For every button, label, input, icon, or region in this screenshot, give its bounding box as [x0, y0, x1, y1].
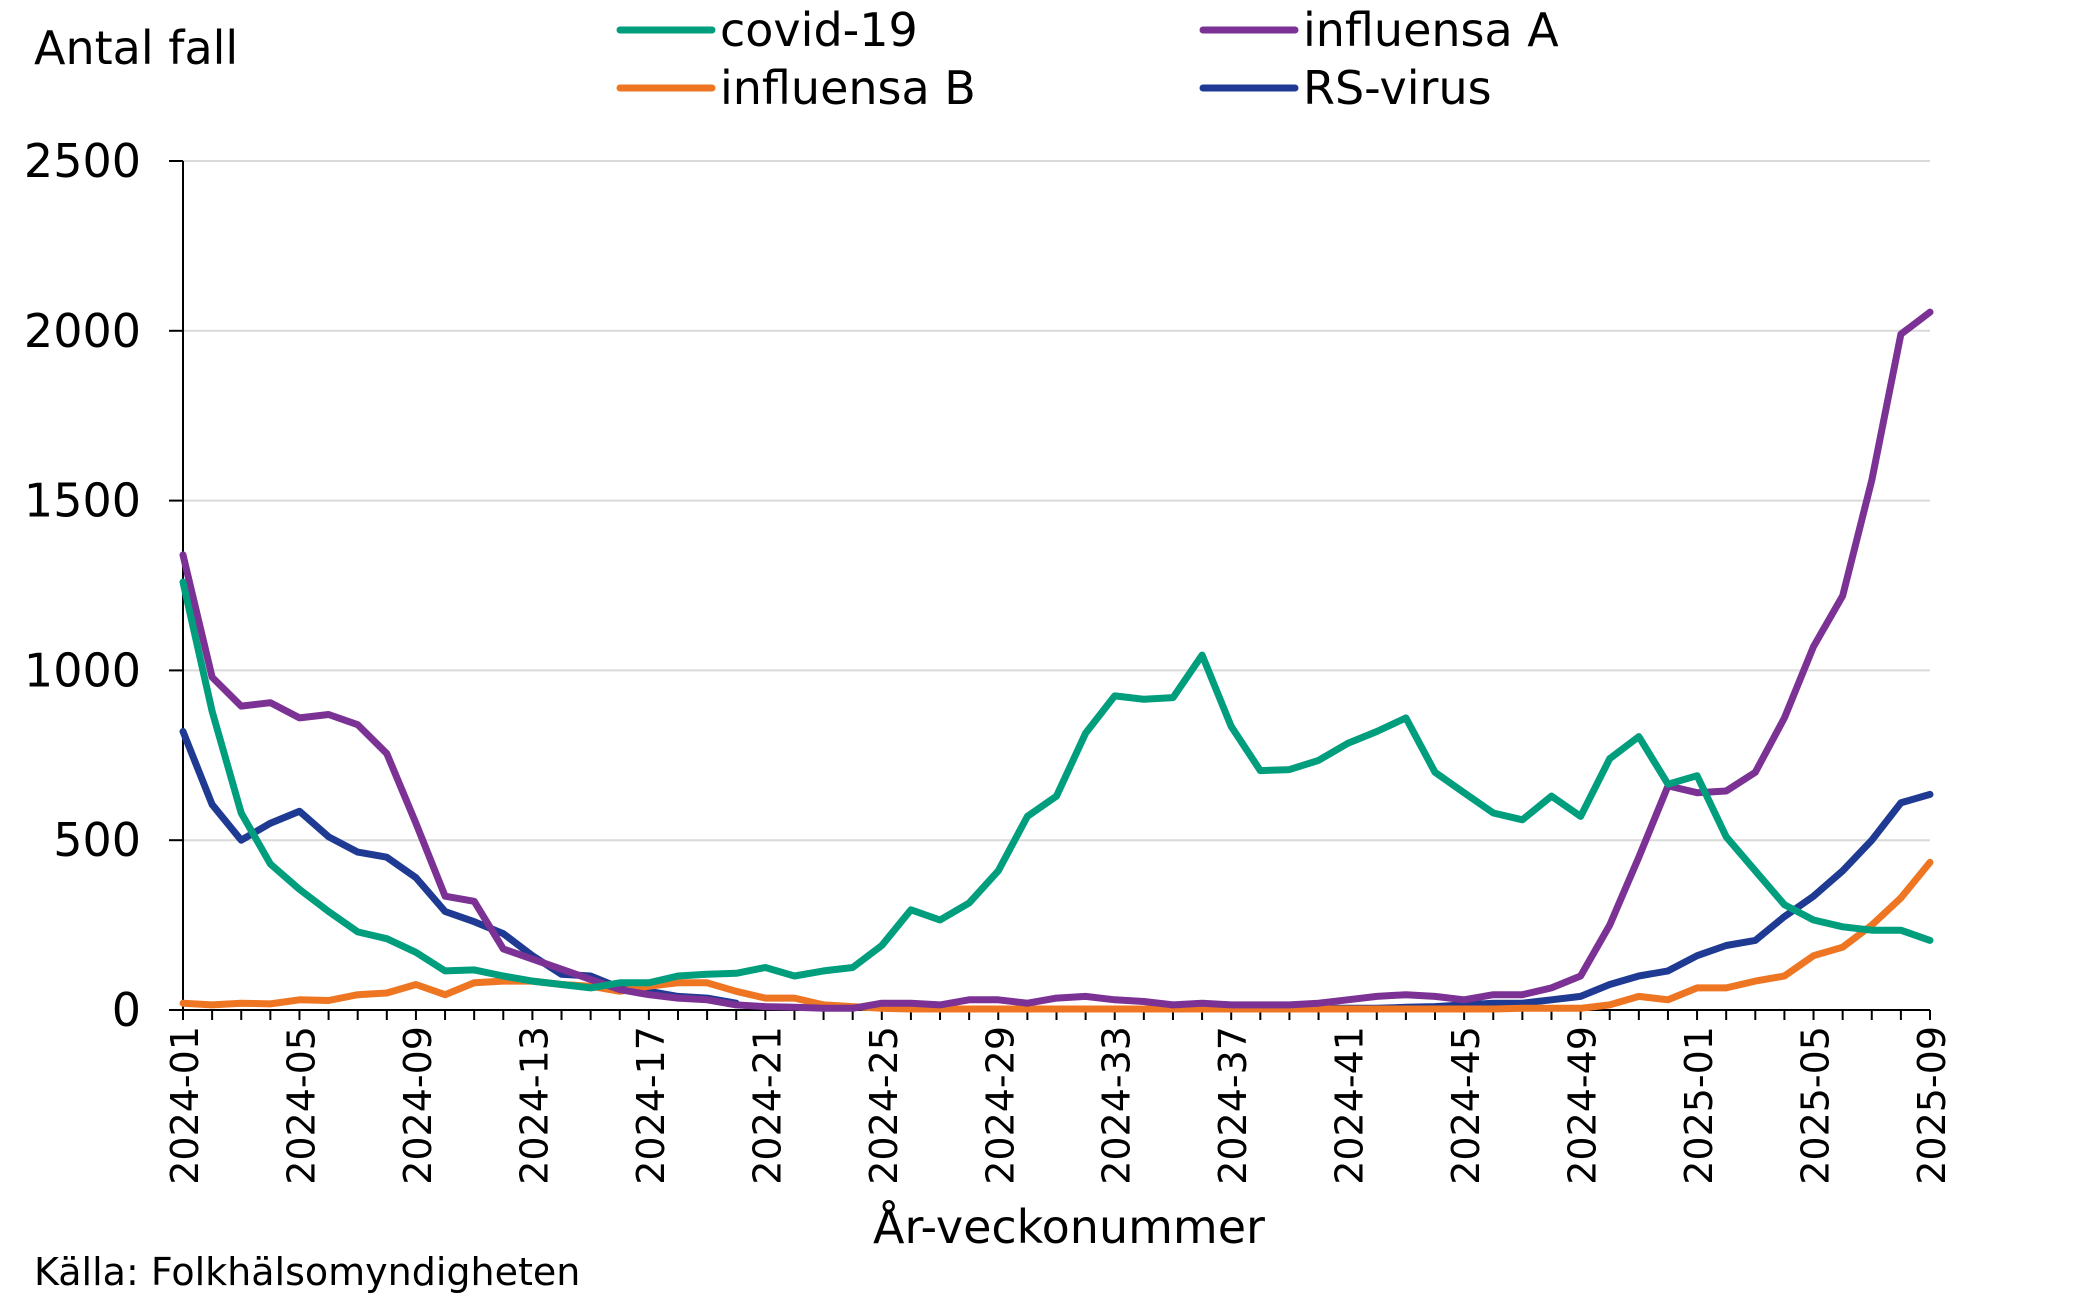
y-tick-label: 2500 — [24, 134, 141, 188]
x-tick-label: 2024-41 — [1328, 1026, 1372, 1185]
x-tick-label: 2025-05 — [1794, 1026, 1838, 1185]
legend-label: influensa B — [720, 61, 976, 115]
legend-label: covid-19 — [720, 3, 918, 57]
x-tick-label: 2024-09 — [396, 1026, 440, 1185]
x-tick-label: 2024-37 — [1211, 1026, 1255, 1185]
x-tick-label: 2024-49 — [1561, 1026, 1605, 1185]
x-tick-label: 2024-01 — [163, 1026, 207, 1185]
legend-label: influensa A — [1303, 3, 1559, 57]
x-tick-label: 2024-13 — [512, 1026, 556, 1185]
legend: covid-19 influensa A influensa B RS-virus — [616, 3, 1559, 115]
legend-item: RS-virus — [1199, 61, 1492, 115]
legend-label: RS-virus — [1303, 61, 1492, 115]
series-line-covid-19 — [179, 578, 1934, 992]
x-tick-label: 2025-01 — [1677, 1026, 1721, 1185]
x-tick-label: 2024-45 — [1444, 1026, 1488, 1185]
x-tick-label: 2024-21 — [745, 1026, 789, 1185]
series-line-influensa-a — [179, 308, 1934, 1012]
y-tick-label: 2000 — [24, 304, 141, 358]
y-tick-label: 1500 — [24, 474, 141, 528]
x-tick-label: 2024-33 — [1095, 1026, 1139, 1185]
x-tick-label: 2024-17 — [629, 1026, 673, 1185]
legend-item: influensa B — [616, 61, 976, 115]
y-tick-label: 1000 — [24, 643, 141, 697]
y-axis-title: Antal fall — [34, 21, 238, 75]
axes — [169, 160, 1931, 1020]
legend-item: influensa A — [1199, 3, 1559, 57]
y-tick-label: 0 — [112, 983, 141, 1037]
x-tick-label: 2025-09 — [1910, 1026, 1954, 1185]
x-tick-label: 2024-05 — [279, 1026, 323, 1185]
series-lines — [179, 308, 1934, 1013]
series-line-influensa-b — [179, 858, 1934, 1013]
x-tick-label: 2024-29 — [978, 1026, 1022, 1185]
y-tick-label: 500 — [53, 813, 141, 867]
legend-item: covid-19 — [616, 3, 918, 57]
x-tick-labels: 2024-01 2024-05 2024-09 2024-13 2024-17 2024-… — [163, 1026, 1954, 1185]
x-tick-label: 2024-25 — [862, 1026, 906, 1185]
source-note: Källa: Folkhälsomyndigheten — [34, 1250, 580, 1294]
y-tick-labels: 0 500 1000 1500 2000 2500 — [24, 134, 141, 1037]
gridlines — [183, 160, 1930, 842]
x-axis-title: År-veckonummer — [873, 1200, 1265, 1254]
